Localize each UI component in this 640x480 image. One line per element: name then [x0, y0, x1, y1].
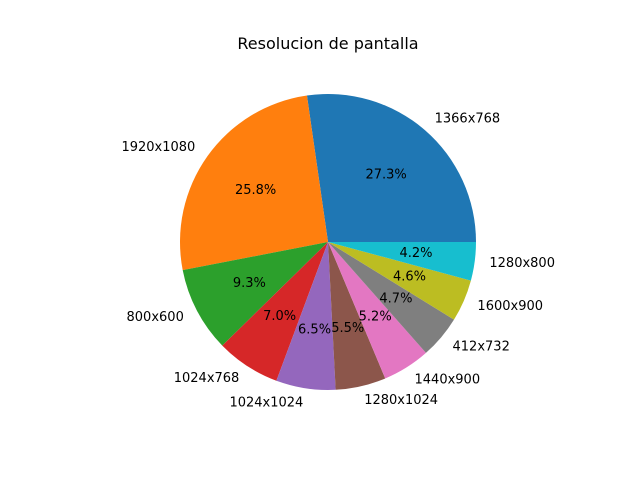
pie-slice-1280x800 — [328, 242, 476, 281]
percent-label-1024x1024: 6.5% — [298, 322, 331, 337]
percent-label-1280x1024: 5.5% — [331, 321, 364, 336]
percent-label-412x732: 4.7% — [379, 292, 412, 307]
percent-label-1280x800: 4.2% — [400, 246, 433, 261]
category-label-800x600: 800x600 — [127, 310, 184, 325]
percent-label-1366x768: 27.3% — [365, 167, 406, 182]
category-label-1600x900: 1600x900 — [477, 299, 543, 314]
category-labels: 1366x768 1920x1080 800x600 1024x768 1024x102… — [121, 111, 555, 410]
pie-slices — [180, 93, 476, 391]
percent-label-800x600: 9.3% — [233, 276, 266, 291]
percent-labels: 27.3% 25.8% 9.3% 7.0%6.5% 5.5%5.2% 4.7% 4.6% 4.… — [233, 167, 433, 337]
pie-slice-1600x900 — [328, 242, 471, 320]
percent-label-1024x768: 7.0% — [263, 309, 296, 324]
percent-label-1600x900: 4.6% — [393, 270, 426, 285]
pie-slice-1280x1024 — [328, 242, 386, 390]
category-label-412x732: 412x732 — [453, 339, 510, 354]
category-label-1366x768: 1366x768 — [435, 111, 501, 126]
category-label-1920x1080: 1920x1080 — [121, 140, 195, 155]
category-label-1024x768: 1024x768 — [174, 371, 240, 386]
pie-slice-1024x768 — [222, 242, 328, 381]
percent-label-1920x1080: 25.8% — [235, 183, 276, 198]
category-label-1280x800: 1280x800 — [489, 256, 555, 271]
category-label-1024x1024: 1024x1024 — [229, 395, 303, 410]
pie-slice-1920x1080 — [180, 95, 328, 271]
percent-label-1440x900: 5.2% — [359, 310, 392, 325]
pie-slice-1366x768 — [306, 93, 476, 242]
pie-slice-1440x900 — [328, 242, 426, 379]
category-label-1440x900: 1440x900 — [415, 372, 481, 387]
pie-slice-412x732 — [328, 242, 454, 353]
chart-title: Resolucion de pantalla — [237, 34, 418, 53]
pie-slice-800x600 — [182, 242, 328, 346]
pie-slice-1024x1024 — [276, 242, 336, 391]
category-label-1280x1024: 1280x1024 — [364, 393, 438, 408]
